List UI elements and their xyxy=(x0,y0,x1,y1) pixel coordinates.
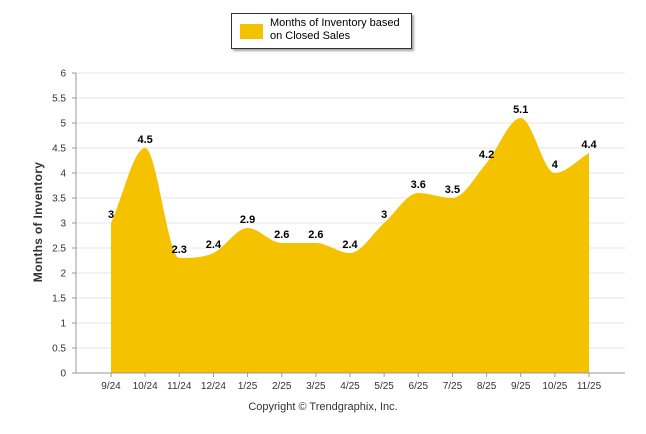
legend: Months of Inventory based on Closed Sale… xyxy=(231,13,412,49)
y-tick-label: 6 xyxy=(60,69,66,80)
y-tick-label: 2 xyxy=(60,269,66,280)
data-label: 4.4 xyxy=(581,139,597,151)
y-tick-label: 4.5 xyxy=(52,144,66,155)
x-tick-label: 9/25 xyxy=(511,381,531,392)
legend-swatch xyxy=(240,24,263,39)
x-tick-label: 3/25 xyxy=(306,381,326,392)
y-tick-label: 2.5 xyxy=(52,244,66,255)
data-labels: 3 4.5 2.3 2.4 2.9 2.6 2.6 2.4 3 3.6 3.5 4.2 5.1 4 4.4 xyxy=(108,104,598,256)
axes xyxy=(72,72,625,377)
x-tick-label: 10/24 xyxy=(133,381,158,392)
data-label: 3.5 xyxy=(445,184,460,196)
x-tick-label: 11/25 xyxy=(577,381,602,392)
x-tick-label: 6/25 xyxy=(409,381,429,392)
x-tick-label: 9/24 xyxy=(101,381,121,392)
y-tick-label: 4 xyxy=(60,169,66,180)
data-label: 2.4 xyxy=(206,239,222,251)
data-label: 4.2 xyxy=(479,149,494,161)
data-label: 2.6 xyxy=(274,229,289,241)
x-tick-label: 1/25 xyxy=(238,381,258,392)
data-label: 3 xyxy=(381,209,387,221)
data-label: 3.6 xyxy=(411,179,426,191)
copyright-footer: Copyright © Trendgraphix, Inc. xyxy=(248,401,398,413)
data-label: 2.9 xyxy=(240,214,255,226)
x-tick-labels: 9/24 10/24 11/24 12/24 1/25 2/25 3/25 4/25 5/25 6… xyxy=(101,381,601,392)
y-axis-title: Months of Inventory xyxy=(31,161,45,283)
data-label: 4 xyxy=(552,159,559,171)
data-label: 2.6 xyxy=(308,229,323,241)
x-tick-label: 10/25 xyxy=(542,381,567,392)
x-tick-label: 8/25 xyxy=(477,381,497,392)
x-tick-label: 11/24 xyxy=(167,381,192,392)
x-tick-label: 7/25 xyxy=(443,381,463,392)
x-tick-label: 2/25 xyxy=(272,381,292,392)
legend-entry: Months of Inventory based on Closed Sale… xyxy=(270,17,410,43)
series-area xyxy=(111,118,589,373)
x-tick-label: 12/24 xyxy=(201,381,226,392)
x-tick-label: 4/25 xyxy=(340,381,360,392)
y-tick-label: 1 xyxy=(60,319,66,330)
y-tick-label: 3.5 xyxy=(52,194,66,205)
legend-label-line2: on Closed Sales xyxy=(270,30,351,42)
legend-label-line1: Months of Inventory based xyxy=(270,17,400,29)
y-tick-labels: 0 0.5 1 1.5 2 2.5 3 3.5 4 4.5 5 5.5 6 xyxy=(52,69,66,380)
y-tick-label: 5 xyxy=(60,119,66,130)
data-label: 5.1 xyxy=(513,104,528,116)
y-tick-label: 0 xyxy=(60,369,66,380)
y-tick-label: 1.5 xyxy=(52,294,66,305)
data-label: 4.5 xyxy=(137,134,152,146)
y-tick-label: 0.5 xyxy=(52,344,66,355)
data-label: 3 xyxy=(108,209,114,221)
y-tick-label: 3 xyxy=(60,219,66,230)
x-tick-label: 5/25 xyxy=(374,381,394,392)
y-tick-label: 5.5 xyxy=(52,94,66,105)
data-label: 2.3 xyxy=(172,244,187,256)
data-label: 2.4 xyxy=(342,239,358,251)
